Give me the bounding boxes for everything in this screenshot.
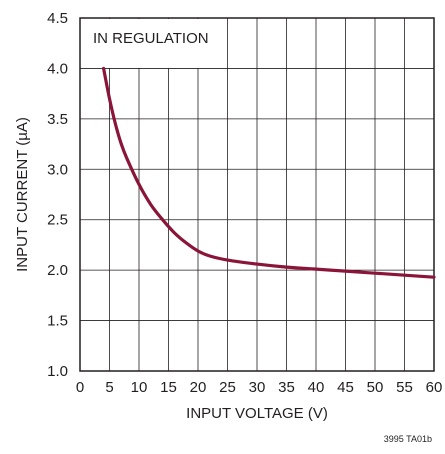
x-tick-label: 10: [131, 379, 148, 396]
grid: [79, 17, 435, 372]
series-layer: [102, 66, 436, 279]
plot-frame: [79, 17, 435, 372]
y-tick-label: 1.5: [47, 313, 68, 330]
x-axis-title: INPUT VOLTAGE (V): [186, 405, 328, 422]
x-tick-label: 60: [426, 379, 443, 396]
y-tick-labels: 1.0 1.5 2.0 2.5 3.0 3.5 4.0 4.5: [47, 10, 68, 380]
annotation-label: IN REGULATION: [93, 30, 209, 47]
y-tick-label: 3.5: [47, 111, 68, 128]
figure-id: 3995 TA01b: [384, 434, 432, 444]
y-tick-label: 4.5: [47, 10, 68, 27]
annotation-box: [81, 19, 227, 68]
x-tick-label: 40: [308, 379, 325, 396]
x-tick-label: 15: [160, 379, 177, 396]
x-tick-label: 45: [337, 379, 354, 396]
x-tick-label: 20: [190, 379, 207, 396]
y-tick-label: 3.0: [47, 161, 68, 178]
x-tick-label: 5: [105, 379, 113, 396]
x-tick-labels: 0 5 10 15 20 25 30 35 40 45 50 55 60: [76, 379, 443, 396]
y-tick-label: 1.0: [47, 363, 68, 380]
y-tick-label: 2.0: [47, 262, 68, 279]
y-tick-label: 4.0: [47, 60, 68, 77]
x-tick-label: 35: [278, 379, 295, 396]
series-line-0: [102, 66, 436, 279]
y-tick-label: 2.5: [47, 212, 68, 229]
x-tick-label: 50: [367, 379, 384, 396]
x-tick-label: 25: [219, 379, 236, 396]
x-tick-label: 30: [249, 379, 266, 396]
x-tick-label: 55: [396, 379, 413, 396]
y-axis-title: INPUT CURRENT (µA): [14, 117, 31, 272]
x-tick-label: 0: [76, 379, 84, 396]
